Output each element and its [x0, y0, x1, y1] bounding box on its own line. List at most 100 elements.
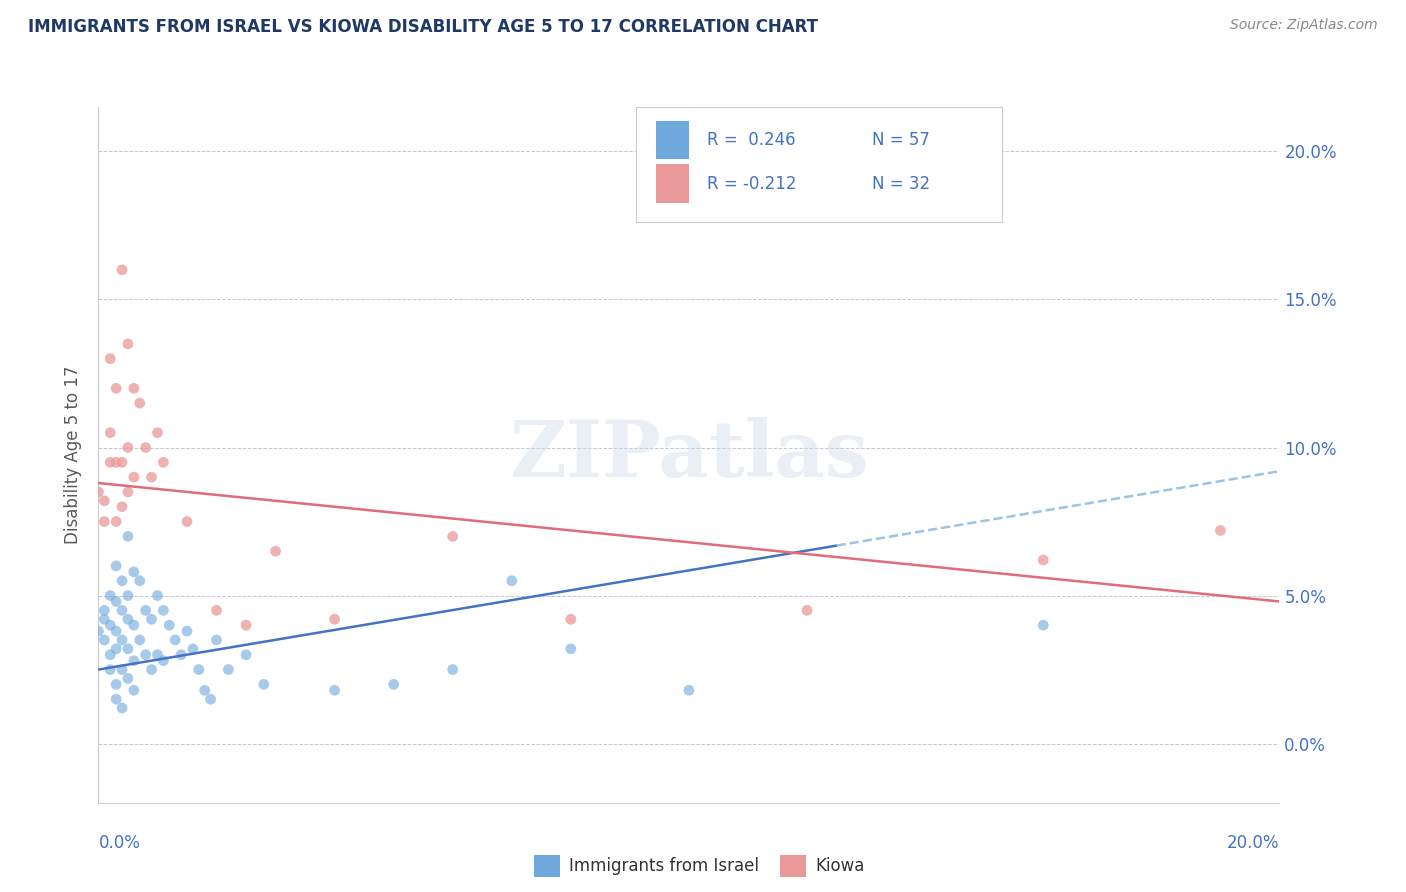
Point	[194, 683, 217, 698]
Point	[796, 603, 818, 617]
Point	[441, 663, 464, 677]
Point	[117, 641, 139, 656]
Point	[165, 632, 187, 647]
Point	[176, 515, 198, 529]
FancyBboxPatch shape	[655, 164, 689, 202]
Point	[1032, 553, 1054, 567]
Point	[111, 500, 134, 514]
Point	[111, 663, 134, 677]
Point	[501, 574, 523, 588]
Point	[253, 677, 276, 691]
Point	[128, 574, 150, 588]
Point	[235, 618, 257, 632]
Point	[93, 603, 115, 617]
Point	[122, 683, 145, 698]
Point	[105, 624, 128, 638]
Point	[146, 589, 169, 603]
Point	[141, 663, 163, 677]
Text: Source: ZipAtlas.com: Source: ZipAtlas.com	[1230, 18, 1378, 32]
Point	[98, 425, 121, 440]
Text: N = 57: N = 57	[872, 131, 929, 149]
Point	[98, 618, 121, 632]
Point	[117, 484, 139, 499]
Point	[323, 683, 346, 698]
Point	[105, 558, 128, 573]
Point	[93, 493, 115, 508]
Point	[117, 337, 139, 351]
Text: R =  0.246: R = 0.246	[707, 131, 796, 149]
Point	[111, 701, 134, 715]
Point	[117, 529, 139, 543]
Point	[117, 612, 139, 626]
Text: N = 32: N = 32	[872, 175, 931, 193]
Point	[205, 632, 228, 647]
Point	[105, 455, 128, 469]
Point	[122, 565, 145, 579]
Point	[135, 648, 157, 662]
Point	[98, 663, 121, 677]
Point	[111, 603, 134, 617]
Point	[122, 654, 145, 668]
FancyBboxPatch shape	[655, 120, 689, 159]
Point	[560, 641, 582, 656]
Point	[122, 618, 145, 632]
Point	[98, 351, 121, 366]
Point	[152, 455, 174, 469]
Point	[111, 574, 134, 588]
Point	[141, 470, 163, 484]
Point	[205, 603, 228, 617]
Point	[105, 594, 128, 608]
Point	[117, 441, 139, 455]
Point	[111, 632, 134, 647]
Text: 20.0%: 20.0%	[1227, 834, 1279, 852]
Point	[441, 529, 464, 543]
Y-axis label: Disability Age 5 to 17: Disability Age 5 to 17	[65, 366, 83, 544]
Point	[93, 612, 115, 626]
Point	[111, 263, 134, 277]
Point	[152, 603, 174, 617]
Point	[128, 396, 150, 410]
Point	[141, 612, 163, 626]
Point	[152, 654, 174, 668]
Point	[187, 663, 209, 677]
Point	[264, 544, 287, 558]
Point	[122, 470, 145, 484]
Point	[105, 381, 128, 395]
Text: 0.0%: 0.0%	[98, 834, 141, 852]
Point	[200, 692, 222, 706]
Point	[105, 515, 128, 529]
Point	[117, 672, 139, 686]
Point	[105, 692, 128, 706]
Text: Immigrants from Israel: Immigrants from Israel	[569, 857, 759, 875]
Point	[323, 612, 346, 626]
Point	[1032, 618, 1054, 632]
Point	[560, 612, 582, 626]
Point	[105, 677, 128, 691]
Point	[87, 484, 110, 499]
FancyBboxPatch shape	[636, 107, 1002, 222]
Point	[128, 632, 150, 647]
Point	[111, 455, 134, 469]
Point	[146, 425, 169, 440]
Point	[146, 648, 169, 662]
Point	[176, 624, 198, 638]
Point	[170, 648, 193, 662]
Point	[122, 381, 145, 395]
Point	[678, 683, 700, 698]
Point	[135, 603, 157, 617]
Point	[87, 624, 110, 638]
Point	[235, 648, 257, 662]
Point	[117, 589, 139, 603]
Point	[98, 589, 121, 603]
Point	[98, 648, 121, 662]
Text: Kiowa: Kiowa	[815, 857, 865, 875]
Point	[181, 641, 204, 656]
Point	[105, 641, 128, 656]
Text: ZIPatlas: ZIPatlas	[509, 417, 869, 493]
Point	[98, 455, 121, 469]
Point	[93, 632, 115, 647]
Point	[157, 618, 180, 632]
Point	[93, 515, 115, 529]
Text: IMMIGRANTS FROM ISRAEL VS KIOWA DISABILITY AGE 5 TO 17 CORRELATION CHART: IMMIGRANTS FROM ISRAEL VS KIOWA DISABILI…	[28, 18, 818, 36]
Point	[1209, 524, 1232, 538]
